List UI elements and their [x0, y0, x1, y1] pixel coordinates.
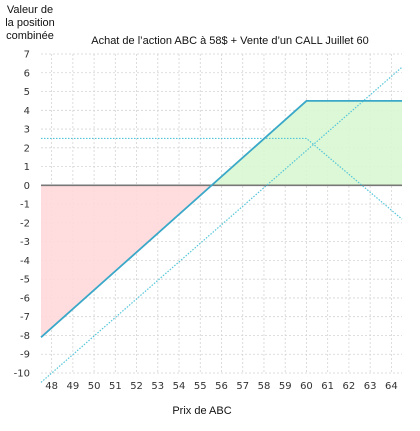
combined-position-line — [40, 100, 402, 339]
y-tick-label: -8 — [20, 331, 30, 342]
x-tick-labels: 48 49 50 51 52 53 54 55 56 57 58 59 60 61 62 63 64 — [45, 381, 397, 392]
x-tick-label: 53 — [151, 381, 164, 392]
y-tick-label: -1 — [20, 200, 30, 211]
y-tick-label: 4 — [24, 106, 30, 117]
x-tick-label: 55 — [194, 381, 207, 392]
y-tick-labels: 7 6 5 4 3 2 1 0 -1 -2 -3 -4 -5 -6 -7 -8 -9 -10 — [14, 50, 30, 380]
short-call-line — [41, 137, 403, 220]
y-tick-label: -2 — [20, 218, 30, 229]
x-tick-label: 61 — [321, 381, 334, 392]
x-tick-label: 58 — [258, 381, 271, 392]
x-tick-label: 60 — [300, 381, 313, 392]
x-tick-label: 52 — [130, 381, 143, 392]
y-axis-label-line-2: la position — [5, 17, 55, 29]
y-tick-label: -4 — [20, 256, 30, 267]
y-tick-label: 3 — [24, 125, 30, 136]
x-tick-label: 54 — [173, 381, 186, 392]
x-tick-label: 57 — [236, 381, 249, 392]
x-tick-label: 64 — [385, 381, 398, 392]
y-tick-label: 1 — [24, 162, 30, 173]
gain-region — [213, 100, 402, 186]
x-tick-label: 50 — [88, 381, 101, 392]
y-tick-label: 0 — [24, 181, 30, 192]
x-tick-label: 48 — [45, 381, 58, 392]
x-tick-label: 56 — [215, 381, 228, 392]
y-tick-label: 6 — [24, 68, 30, 79]
y-tick-label: -6 — [20, 293, 30, 304]
y-tick-label: -10 — [14, 369, 30, 380]
x-tick-label: 49 — [66, 381, 79, 392]
y-tick-label: 2 — [24, 143, 30, 154]
y-tick-label: -9 — [20, 350, 30, 361]
y-tick-label: -3 — [20, 237, 30, 248]
x-tick-label: 62 — [343, 381, 356, 392]
stock-position-line — [40, 66, 403, 383]
y-axis-label-line-3: combinée — [6, 30, 54, 42]
y-tick-label: 5 — [24, 87, 30, 98]
x-axis-label: Prix de ABC — [172, 405, 231, 417]
y-axis-label-line-1: Valeur de — [7, 4, 53, 16]
y-tick-label: -7 — [20, 312, 30, 323]
x-tick-label: 51 — [109, 381, 122, 392]
y-tick-label: 7 — [24, 50, 30, 61]
x-tick-label: 63 — [364, 381, 377, 392]
x-tick-label: 59 — [279, 381, 292, 392]
chart-title: Achat de l’action ABC à 58$ + Vente d’un… — [91, 35, 369, 47]
y-tick-label: -5 — [20, 275, 30, 286]
series-lines — [40, 66, 403, 383]
